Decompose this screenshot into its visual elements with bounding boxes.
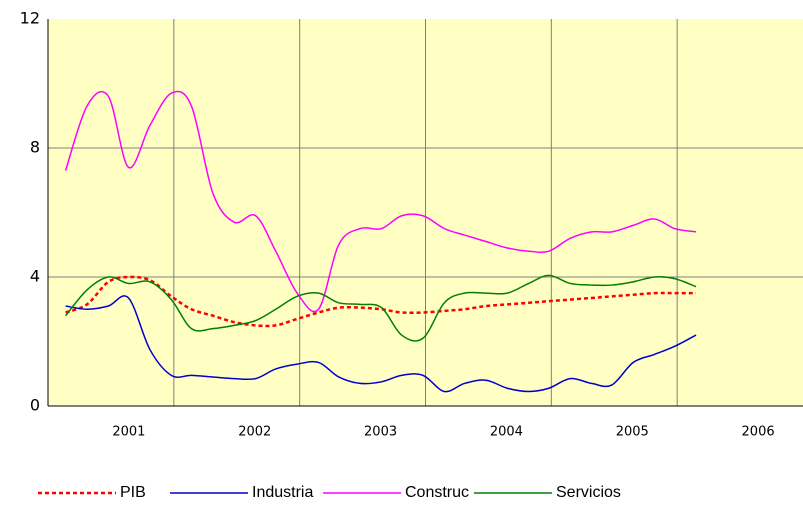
legend-label: PIB	[120, 484, 146, 501]
x-tick-label: 2004	[490, 425, 523, 440]
x-tick-label: 2001	[112, 425, 145, 440]
x-tick-label: 2002	[238, 425, 271, 440]
y-tick-label: 4	[30, 267, 40, 286]
x-tick-label: 2005	[616, 425, 649, 440]
y-tick-label: 0	[30, 396, 40, 415]
series-line	[64, 90, 697, 313]
y-tick-label: 12	[20, 9, 40, 28]
series-line	[65, 275, 697, 328]
x-tick-label: 2006	[742, 425, 775, 440]
legend-label: Construc	[405, 484, 469, 501]
y-tick-label: 8	[30, 138, 40, 157]
legend-label: Industria	[252, 484, 313, 501]
x-tick-label: 2003	[364, 425, 397, 440]
series-line	[65, 295, 697, 393]
series-line	[65, 274, 697, 342]
legend-label: Servicios	[556, 484, 621, 501]
